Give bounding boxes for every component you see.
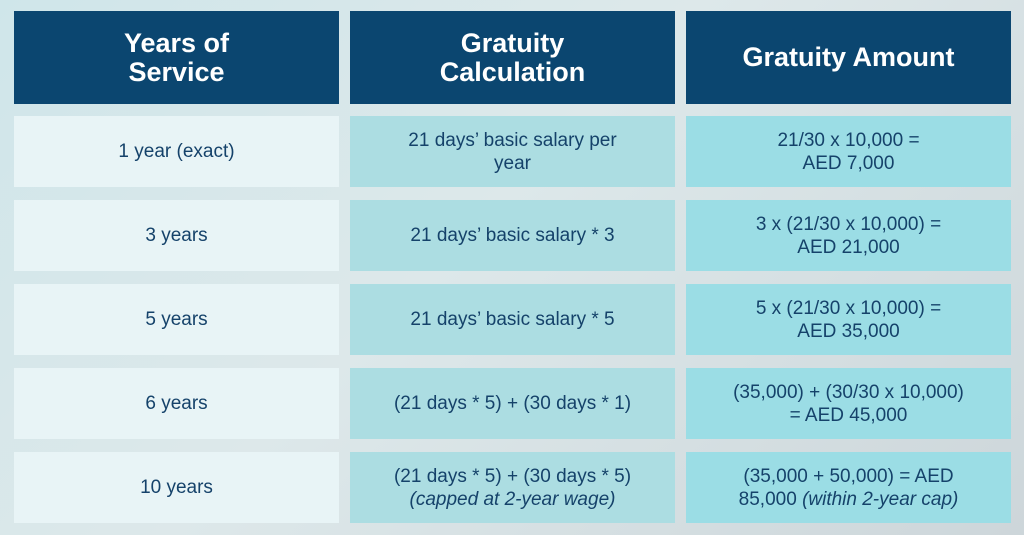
row2-years: 3 years [145,225,208,246]
row1-calculation-cell: 21 days’ basic salary per year [350,116,675,187]
header-years-line1: Years of [123,27,230,58]
header-calc-line2: Calculation [439,56,586,87]
header-gratuity-amount: Gratuity Amount [686,11,1011,104]
row4-years: 6 years [145,393,208,414]
row5-amount-note: (within 2-year cap) [802,488,959,510]
row5-years: 10 years [140,477,213,498]
row1-calc-line1: 21 days’ basic salary per [408,129,617,151]
row5-calculation-cell: (21 days * 5) + (30 days * 5) (capped at… [350,452,675,523]
row5-amount-value: 85,000 [738,488,797,510]
row2-years-cell: 3 years [14,200,339,271]
row3-amount-line1: 5 x (21/30 x 10,000) = [755,297,942,319]
header-years-of-service: Years of Service [14,11,339,104]
row2-amount-cell: 3 x (21/30 x 10,000) = AED 21,000 [686,200,1011,271]
row4-amount-line2: = AED 45,000 [789,404,908,426]
row2-calculation-cell: 21 days’ basic salary * 3 [350,200,675,271]
row5-years-cell: 10 years [14,452,339,523]
row1-amount-line2: AED 7,000 [802,152,895,174]
row5-calc-line1: (21 days * 5) + (30 days * 5) [393,465,632,487]
row4-amount-cell: (35,000) + (30/30 x 10,000) = AED 45,000 [686,368,1011,439]
row4-years-cell: 6 years [14,368,339,439]
row5-calc-note: (capped at 2-year wage) [409,488,616,510]
row3-calc-line1: 21 days’ basic salary * 5 [410,309,615,330]
row2-amount-line2: AED 21,000 [797,236,900,258]
row5-amount-line2: 85,000 (within 2-year cap) [739,488,959,511]
row3-amount-cell: 5 x (21/30 x 10,000) = AED 35,000 [686,284,1011,355]
row4-amount-line1: (35,000) + (30/30 x 10,000) [733,381,964,403]
row5-amount-cell: (35,000 + 50,000) = AED 85,000 (within 2… [686,452,1011,523]
header-calc-line1: Gratuity [460,27,565,58]
header-years-line2: Service [128,56,225,87]
row1-amount-line1: 21/30 x 10,000 = [777,129,920,151]
row1-years-cell: 1 year (exact) [14,116,339,187]
row3-amount-line2: AED 35,000 [797,320,900,342]
header-amount-line1: Gratuity Amount [742,42,955,72]
row1-years: 1 year (exact) [118,141,235,162]
row4-calculation-cell: (21 days * 5) + (30 days * 1) [350,368,675,439]
row1-calc-line2: year [494,152,531,174]
row5-amount-line1: (35,000 + 50,000) = AED [743,465,954,487]
row2-calc-line1: 21 days’ basic salary * 3 [410,225,615,246]
row3-years: 5 years [145,309,208,330]
row1-amount-cell: 21/30 x 10,000 = AED 7,000 [686,116,1011,187]
row4-calc-line1: (21 days * 5) + (30 days * 1) [393,393,632,414]
row3-years-cell: 5 years [14,284,339,355]
row2-amount-line1: 3 x (21/30 x 10,000) = [755,213,942,235]
header-gratuity-calculation: Gratuity Calculation [350,11,675,104]
row3-calculation-cell: 21 days’ basic salary * 5 [350,284,675,355]
